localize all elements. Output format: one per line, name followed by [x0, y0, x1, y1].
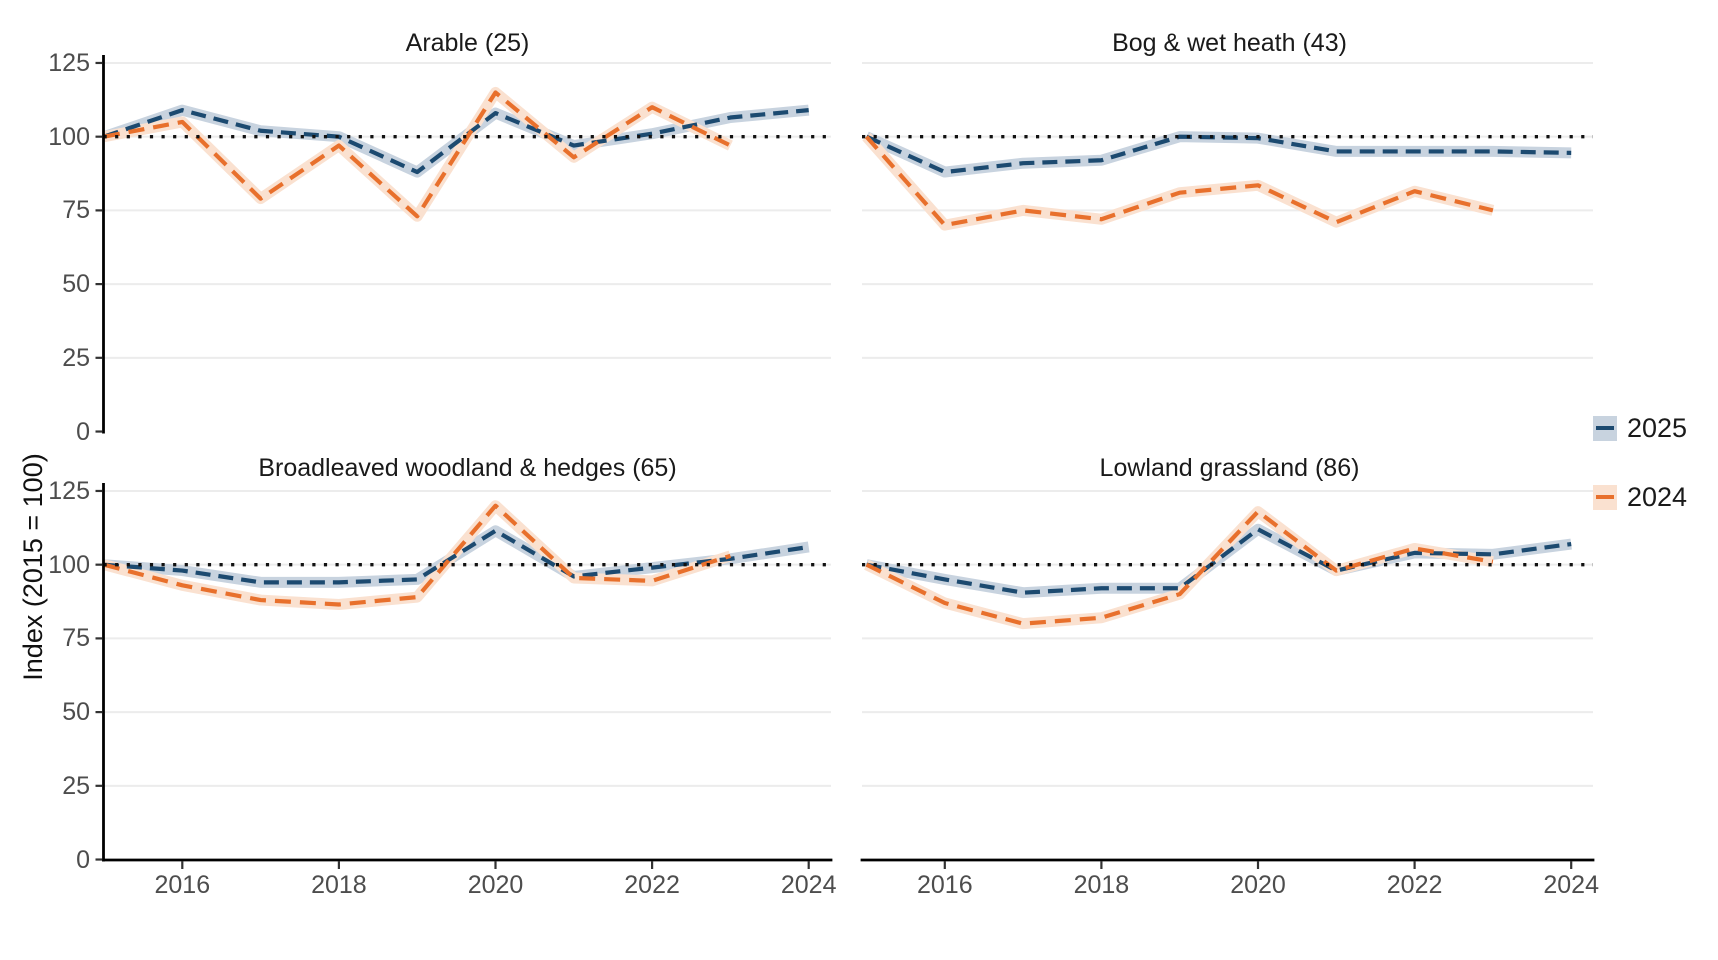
y-tick-label: 0	[76, 417, 90, 446]
ribbon-2024	[102, 500, 733, 610]
panel-title-broadleaved-woodland: Broadleaved woodland & hedges (65)	[258, 454, 677, 482]
y-tick-label: 125	[48, 476, 90, 505]
legend-swatch-2024	[1593, 485, 1617, 510]
series-line-2025	[103, 528, 810, 585]
legend-swatch-2025	[1593, 416, 1617, 441]
y-tick-label: 100	[48, 122, 90, 151]
x-tick-label: 2016	[154, 871, 211, 899]
legend-label-2024: 2024	[1627, 482, 1688, 512]
legend: 2025 2024	[1593, 413, 1687, 513]
x-tick-label: 2024	[780, 871, 837, 899]
legend-dash-icon-2025	[1596, 426, 1614, 430]
ribbon-2025	[864, 131, 1572, 178]
panel-title-lowland-grassland: Lowland grassland (86)	[1099, 454, 1360, 482]
x-tick-label: 2020	[1230, 871, 1286, 899]
series-line-2025	[865, 134, 1572, 175]
panel-title-arable: Arable (25)	[405, 29, 530, 57]
y-tick-label: 50	[62, 698, 90, 727]
y-tick-label: 125	[48, 48, 90, 77]
y-tick-label: 25	[62, 771, 90, 800]
legend-label-2025: 2025	[1627, 413, 1688, 443]
series-line-2024	[103, 503, 732, 607]
x-tick-label: 2024	[1543, 871, 1599, 899]
x-tick-label: 2020	[467, 871, 524, 899]
y-tick-label: 50	[62, 270, 90, 299]
series-line-2025	[103, 108, 809, 175]
x-tick-label: 2022	[624, 871, 680, 899]
legend-item-2024: 2024	[1593, 482, 1687, 513]
x-tick-label: 2018	[311, 871, 367, 899]
series-line-2024	[865, 509, 1494, 626]
y-tick-label: 100	[48, 550, 90, 579]
y-tick-label: 25	[62, 343, 90, 372]
x-tick-label: 2016	[916, 871, 973, 899]
series-line-2024	[103, 90, 732, 219]
panel-title-bog-wet-heath: Bog & wet heath (43)	[1112, 29, 1347, 57]
x-tick-label: 2018	[1073, 871, 1130, 899]
x-tick-label: 2022	[1386, 871, 1443, 899]
series-line-2024	[864, 135, 1494, 228]
y-tick-label: 0	[76, 845, 90, 874]
legend-dash-icon-2024	[1596, 495, 1614, 499]
y-tick-label: 75	[62, 624, 90, 653]
y-tick-label: 75	[62, 196, 90, 225]
legend-item-2025: 2025	[1593, 413, 1687, 444]
